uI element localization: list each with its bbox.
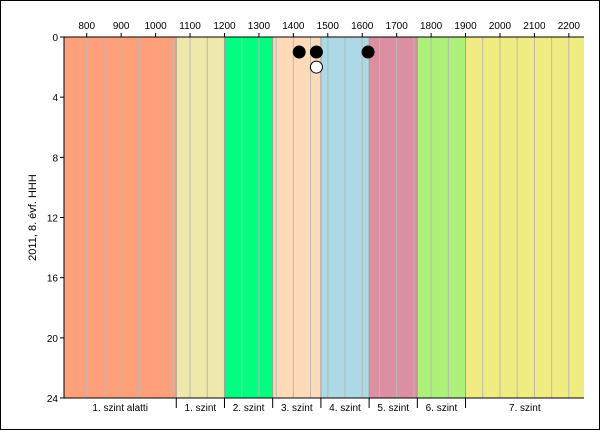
- band-label: 1. szint: [185, 403, 217, 414]
- y-axis-label: 2011, 8. évf. HHH: [27, 174, 39, 261]
- band-1: [64, 37, 177, 398]
- band-label: 2. szint: [233, 403, 265, 414]
- filled-point: [361, 45, 375, 59]
- x-tick-label: 800: [78, 21, 95, 32]
- x-tick-label: 1800: [420, 21, 443, 32]
- x-tick-label: 1500: [317, 21, 340, 32]
- x-tick-label: 1200: [213, 21, 236, 32]
- band-2: [176, 37, 225, 398]
- y-axis-ticks: 0 4 8 12 16 20 24: [47, 33, 64, 405]
- band-label: 7. szint: [509, 403, 541, 414]
- filled-point: [292, 45, 306, 59]
- y-tick-label: 4: [52, 93, 58, 104]
- x-tick-label: 1000: [144, 21, 167, 32]
- x-tick-label: 1900: [454, 21, 477, 32]
- x-tick-label: 1300: [248, 21, 271, 32]
- x-tick-label: 1400: [282, 21, 305, 32]
- band-label: 6. szint: [426, 403, 458, 414]
- y-tick-label: 8: [52, 153, 58, 164]
- y-tick-label: 24: [47, 394, 59, 405]
- band-label: 4. szint: [329, 403, 361, 414]
- data-points: [292, 45, 375, 74]
- y-tick-label: 16: [47, 274, 59, 285]
- level-bands: [64, 37, 584, 398]
- band-label: 3. szint: [281, 403, 313, 414]
- band-label: 1. szint alatti: [92, 403, 148, 414]
- y-tick-label: 0: [52, 33, 58, 44]
- x-tick-label: 1600: [351, 21, 374, 32]
- band-labels: 1. szint alatti 1. szint 2. szint 3. szint 4…: [92, 398, 541, 414]
- open-point: [309, 60, 323, 74]
- x-tick-label: 1100: [179, 21, 201, 32]
- filled-point: [309, 45, 323, 59]
- x-tick-label: 2100: [523, 21, 546, 32]
- x-tick-label: 1700: [386, 21, 409, 32]
- y-tick-label: 20: [47, 334, 59, 345]
- x-tick-label: 2200: [558, 21, 581, 32]
- band-4: [272, 37, 321, 398]
- band-label: 5. szint: [377, 403, 409, 414]
- band-6: [369, 37, 418, 398]
- x-tick-label: 2000: [489, 21, 512, 32]
- band-8: [465, 37, 584, 398]
- x-tick-label: 900: [113, 21, 130, 32]
- y-tick-label: 12: [47, 214, 59, 225]
- vertical-gridlines: [69, 37, 570, 398]
- band-7: [417, 37, 466, 398]
- x-axis-ticks: 800 900 1000 1100 1200 1300 1400 1500 1600 1700 18…: [78, 21, 580, 37]
- band-3: [224, 37, 273, 398]
